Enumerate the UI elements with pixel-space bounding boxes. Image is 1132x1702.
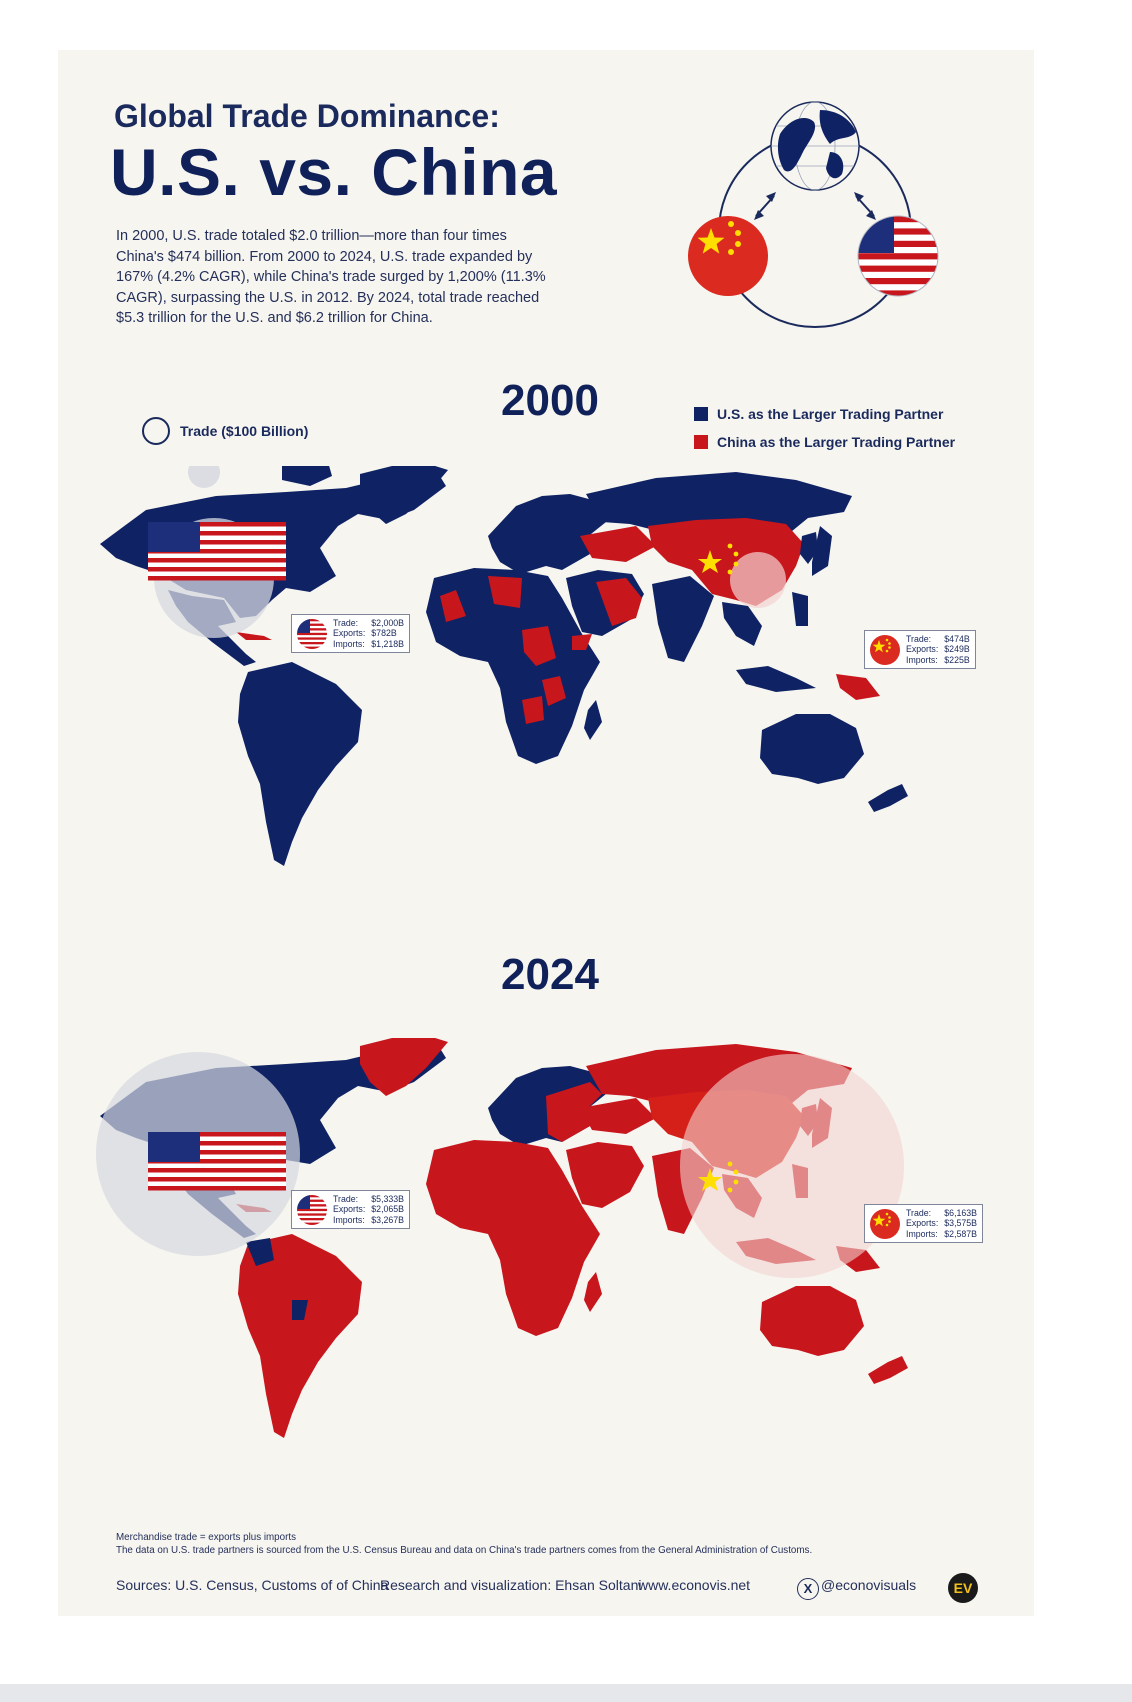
trade-label: Trade: <box>333 618 359 628</box>
region-europe <box>488 494 606 574</box>
poster-background <box>58 50 1034 1616</box>
region-southeast-asia <box>722 602 762 646</box>
title-line-2: U.S. vs. China <box>110 135 558 209</box>
china-trade-value: $6,163B <box>944 1208 978 1218</box>
trade-label: Trade: <box>333 1194 359 1204</box>
us-exports-value: $2,065B <box>371 1204 405 1215</box>
us-trade-value: $2,000B <box>371 618 405 628</box>
exports-label: Exports: <box>906 1218 939 1229</box>
us-trade-value: $5,333B <box>371 1194 405 1204</box>
china-trade-bubble-2000 <box>730 552 786 608</box>
china-trade-value: $474B <box>944 634 970 644</box>
china-flag-icon <box>870 634 900 665</box>
world-map-2024 <box>96 1038 908 1438</box>
region-south-america <box>238 1234 362 1438</box>
china-flag-icon <box>870 1208 900 1239</box>
region-india <box>652 576 714 662</box>
region-middle-east <box>566 1142 644 1208</box>
website-link[interactable]: www.econovis.net <box>638 1577 751 1593</box>
region-australia <box>760 1286 864 1356</box>
title-line-1: Global Trade Dominance: <box>114 98 500 134</box>
imports-label: Imports: <box>333 1214 365 1225</box>
footnote-line-1: Merchandise trade = exports plus imports <box>116 1532 296 1543</box>
us-imports-value: $1,218B <box>371 638 405 649</box>
region-greenland <box>360 1038 448 1096</box>
region-south-america <box>238 662 362 866</box>
scale-label: Trade ($100 Billion) <box>180 423 309 439</box>
x-social-icon: X <box>797 1578 819 1600</box>
footer: Sources: U.S. Census, Customs of of Chin… <box>116 1574 980 1600</box>
legend: U.S. as the Larger Trading Partner China… <box>694 406 955 462</box>
us-flag-overlay-2024 <box>148 1132 286 1191</box>
region-africa <box>426 1140 600 1336</box>
legend-swatch-china <box>694 435 708 449</box>
globe-trade-illustration <box>688 101 939 328</box>
exports-label: Exports: <box>333 628 366 639</box>
china-imports-value: $2,587B <box>944 1228 978 1239</box>
china-star-overlay-2024 <box>698 1168 722 1191</box>
region-russia <box>586 472 852 538</box>
legend-label-us: U.S. as the Larger Trading Partner <box>717 406 944 422</box>
china-exports-value: $249B <box>944 644 970 655</box>
us-imports-value: $3,267B <box>371 1214 405 1225</box>
imports-label: Imports: <box>906 654 938 665</box>
china-imports-value: $225B <box>944 654 970 665</box>
legend-swatch-us <box>694 407 708 421</box>
globe-icon <box>770 101 860 191</box>
intro-paragraph: In 2000, U.S. trade totaled $2.0 trillio… <box>116 228 546 326</box>
region-africa <box>426 568 600 764</box>
research-credit: Research and visualization: Ehsan Soltan… <box>380 1577 642 1593</box>
us-exports-value: $782B <box>371 628 397 639</box>
scale-circle-icon <box>142 417 170 445</box>
year-2000-heading: 2000 <box>501 376 599 425</box>
arrow-icon <box>754 192 876 220</box>
legend-item-us: U.S. as the Larger Trading Partner <box>694 406 955 422</box>
exports-label: Exports: <box>333 1204 366 1215</box>
us-flag-icon <box>297 1194 327 1225</box>
us-flag-overlay-2000 <box>148 522 286 581</box>
trade-label: Trade: <box>906 634 932 644</box>
china-star-overlay-2000 <box>698 550 722 573</box>
us-flag-icon <box>857 215 939 297</box>
econovis-logo: EV <box>948 1573 978 1603</box>
region-australia <box>760 714 864 784</box>
imports-label: Imports: <box>906 1228 938 1239</box>
footnote-line-2: The data on U.S. trade partners is sourc… <box>116 1545 813 1556</box>
sources-text: Sources: U.S. Census, Customs of of Chin… <box>116 1577 389 1593</box>
legend-item-china: China as the Larger Trading Partner <box>694 434 955 450</box>
imports-label: Imports: <box>333 638 365 649</box>
bottom-strip <box>0 1684 1132 1702</box>
social-handle[interactable]: @econovisuals <box>821 1577 917 1593</box>
year-2024-heading: 2024 <box>501 950 599 999</box>
footnotes: Merchandise trade = exports plus imports… <box>116 1531 812 1557</box>
legend-scale: Trade ($100 Billion) <box>142 417 308 445</box>
china-exports-value: $3,575B <box>944 1218 978 1229</box>
china-callout-2024: Trade: $6,163B Exports: $3,575B Imports: $2… <box>864 1204 984 1244</box>
china-trade-bubble-2024 <box>680 1054 904 1278</box>
legend-label-china: China as the Larger Trading Partner <box>717 434 956 450</box>
china-callout-2000: Trade: $474B Exports: $249B Imports: $225B <box>864 630 976 670</box>
trade-label: Trade: <box>906 1208 932 1218</box>
china-flag-icon <box>688 216 768 296</box>
region-greenland <box>360 466 448 524</box>
exports-label: Exports: <box>906 644 939 655</box>
us-callout-2024: Trade: $5,333B Exports: $2,065B Imports: $3… <box>291 1190 411 1230</box>
us-flag-icon <box>297 618 327 649</box>
world-map-2000 <box>100 466 908 866</box>
us-callout-2000: Trade: $2,000B Exports: $782B Imports: $1,2… <box>291 614 411 654</box>
